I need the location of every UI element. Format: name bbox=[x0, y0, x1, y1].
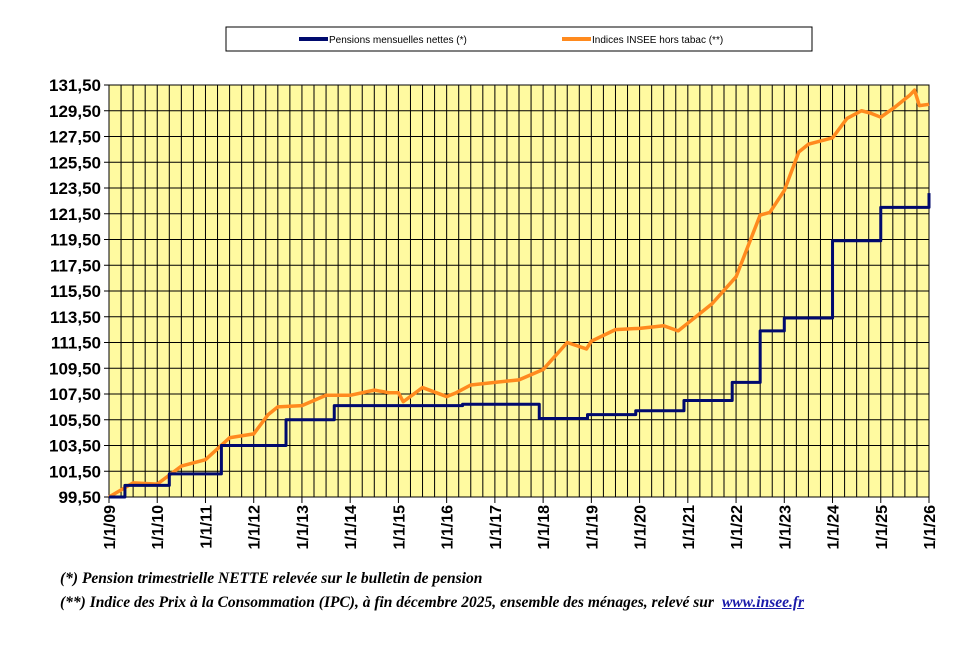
y-tick-label: 101,50 bbox=[49, 462, 101, 481]
series-line-insee bbox=[108, 88, 930, 499]
x-tick-label: 1/1/22 bbox=[729, 505, 746, 550]
legend-label-insee: Indices INSEE hors tabac (**) bbox=[592, 35, 723, 46]
x-tick-label: 1/1/20 bbox=[633, 505, 650, 550]
x-tick-label: 1/1/17 bbox=[488, 505, 505, 550]
y-tick-label: 113,50 bbox=[50, 308, 101, 327]
x-tick-label: 1/1/10 bbox=[150, 505, 167, 550]
y-tick-label: 115,50 bbox=[50, 282, 101, 301]
y-tick-label: 127,50 bbox=[49, 128, 101, 147]
line-chart: Pensions mensuelles nettes (*) Indices I… bbox=[49, 26, 939, 549]
x-tick-label: 1/1/24 bbox=[826, 505, 843, 550]
x-tick-label: 1/1/21 bbox=[681, 505, 698, 550]
footnote-pension: (*) Pension trimestrielle NETTE relevée … bbox=[60, 570, 483, 587]
legend: Pensions mensuelles nettes (*) Indices I… bbox=[225, 26, 813, 52]
y-tick-label: 109,50 bbox=[49, 359, 101, 378]
series-line-pension bbox=[109, 193, 931, 499]
y-tick-label: 131,50 bbox=[49, 76, 101, 95]
x-tick-label: 1/1/16 bbox=[440, 505, 457, 550]
y-tick-label: 123,50 bbox=[49, 179, 101, 198]
y-tick-label: 107,50 bbox=[49, 385, 101, 404]
x-tick-label: 1/1/25 bbox=[874, 505, 891, 550]
x-tick-label: 1/1/14 bbox=[343, 505, 360, 550]
x-tick-label: 1/1/19 bbox=[584, 505, 601, 550]
y-tick-label: 111,50 bbox=[51, 334, 101, 353]
footnote-ipc: (**) Indice des Prix à la Consommation (… bbox=[60, 594, 804, 612]
x-tick-label: 1/1/12 bbox=[247, 505, 264, 550]
y-tick-label: 103,50 bbox=[49, 437, 101, 456]
x-tick-label: 1/1/18 bbox=[536, 505, 553, 550]
y-tick-label: 99,50 bbox=[58, 488, 101, 507]
y-tick-label: 117,50 bbox=[50, 256, 101, 275]
y-tick-label: 129,50 bbox=[49, 102, 101, 121]
x-axis-ticks: 1/1/09 1/1/10 1/1/11 1/1/12 1/1/13 1/1/14 1/1/… bbox=[102, 497, 939, 549]
series-lines bbox=[108, 88, 931, 499]
y-tick-label: 119,50 bbox=[50, 231, 101, 250]
y-tick-label: 121,50 bbox=[49, 205, 101, 224]
y-tick-label: 125,50 bbox=[49, 153, 101, 172]
y-axis-ticks: 99,50 101,50 103,50 105,50 107,50 109,50 111,5… bbox=[49, 76, 109, 507]
gridlines bbox=[108, 84, 930, 498]
x-tick-label: 1/1/23 bbox=[777, 505, 794, 550]
x-tick-label: 1/1/26 bbox=[922, 505, 939, 550]
x-tick-label: 1/1/11 bbox=[198, 505, 215, 549]
legend-label-pension: Pensions mensuelles nettes (*) bbox=[329, 35, 467, 46]
y-tick-label: 105,50 bbox=[49, 411, 101, 430]
x-tick-label: 1/1/13 bbox=[295, 505, 312, 550]
insee-link[interactable]: www.insee.fr bbox=[721, 594, 805, 611]
x-tick-label: 1/1/09 bbox=[102, 505, 119, 550]
footnote-ipc-text: (**) Indice des Prix à la Consommation (… bbox=[60, 594, 714, 611]
x-tick-label: 1/1/15 bbox=[391, 505, 408, 550]
